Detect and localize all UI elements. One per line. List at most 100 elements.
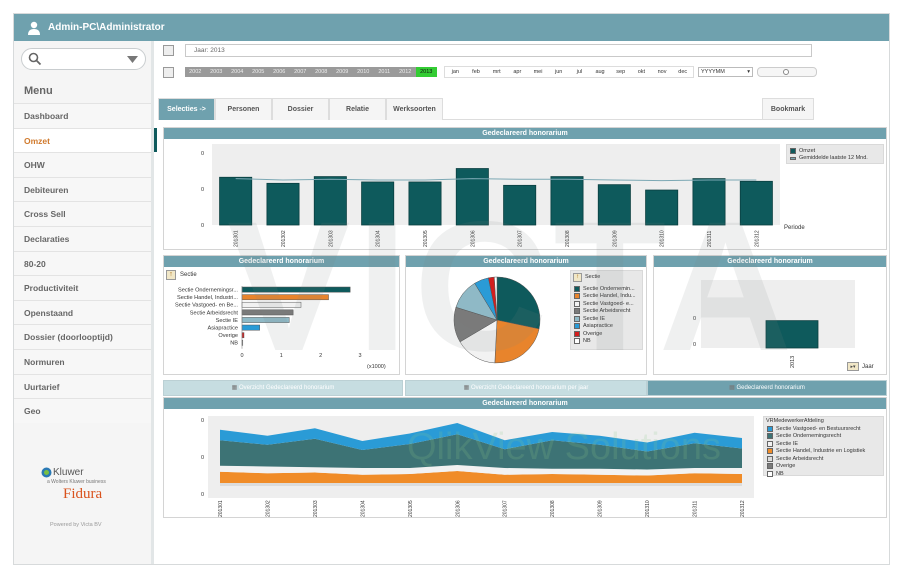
bar[interactable] [266,182,300,226]
bar[interactable] [241,286,351,293]
bar[interactable] [739,180,773,226]
menu-item-dossier-doorlooptijd[interactable]: Dossier (doorlooptijd) [14,324,151,349]
bar[interactable] [597,184,631,226]
month-button-mei[interactable]: mei [533,69,543,75]
bar[interactable] [408,181,442,226]
dimension-selector[interactable]: ↑ Sectie [166,270,197,280]
tab-werksoorten[interactable]: Werksoorten [386,98,443,120]
legend-item[interactable]: Sectie Ondernemin... [571,285,642,293]
bar[interactable] [361,181,395,226]
bar[interactable] [219,176,253,226]
bar[interactable] [765,320,819,349]
menu-item-openstaand[interactable]: Openstaand [14,299,151,325]
menu-item-declaraties[interactable]: Declaraties [14,225,151,251]
legend-item[interactable]: Sectie IE [571,315,642,323]
legend-item[interactable]: Sectie Arbeidsrecht [571,308,642,316]
menu-item-normuren[interactable]: Normuren [14,348,151,374]
year-button-2012[interactable]: 2012 [395,67,416,77]
yyyymm-dropdown[interactable]: YYYYMM ▾ [698,67,753,77]
bar[interactable] [550,176,584,226]
subtab-2[interactable]: ▦ Overzicht Gedeclareerd honorarium per … [405,380,647,396]
bar[interactable] [241,301,302,308]
month-button-sep[interactable]: sep [616,69,626,75]
menu-item-ohw[interactable]: OHW [14,152,151,177]
legend-item[interactable]: Overige [764,463,883,471]
year-button-2010[interactable]: 2010 [353,67,374,77]
legend-item[interactable]: Asiapractice [571,323,642,331]
jaar-selector[interactable]: ▸▾ Jaar [847,362,874,371]
year-button-2002[interactable]: 2002 [185,67,206,77]
month-button-aug[interactable]: aug [595,69,605,75]
legend-item[interactable]: Sectie Vastgoed- en Bestuursrecht [764,425,883,433]
menu-item-productiviteit[interactable]: Productiviteit [14,275,151,300]
month-button-dec[interactable]: dec [678,69,688,75]
year-button-2004[interactable]: 2004 [227,67,248,77]
legend-item[interactable]: Sectie Vastgoed- e... [571,300,642,308]
search-box[interactable] [21,48,146,70]
legend-item[interactable]: NB [571,338,642,346]
pie-slice[interactable] [494,276,498,321]
year-current-selection[interactable]: Jaar: 2013 [185,44,812,57]
bar[interactable] [241,294,329,301]
year-button-2008[interactable]: 2008 [311,67,332,77]
menu-item-uurtarief[interactable]: Uurtarief [14,373,151,399]
legend-item[interactable]: Overige [571,330,642,338]
bookmark-tab[interactable]: Bookmark [762,98,814,120]
bar[interactable] [692,178,726,226]
legend-item[interactable]: Sectie Ondernemingsrecht [764,433,883,441]
tab-selecties[interactable]: Selecties -> [158,98,215,120]
calendar-icon[interactable] [163,45,174,56]
calendar-icon[interactable] [163,67,174,78]
menu-item-dashboard[interactable]: Dashboard [14,103,151,128]
slider-handle[interactable] [783,69,789,75]
pie-slice[interactable] [496,276,541,330]
year-button-2013[interactable]: 2013 [416,67,437,77]
area-series[interactable] [220,471,742,483]
month-button-jul[interactable]: jul [576,69,583,75]
year-button-2006[interactable]: 2006 [269,67,290,77]
chart-title: Gedeclareerd honorarium [164,398,886,409]
month-button-jun[interactable]: jun [555,69,563,75]
bar[interactable] [503,184,537,226]
month-button-nov[interactable]: nov [657,69,667,75]
month-button-mrt[interactable]: mrt [492,69,501,75]
legend-item[interactable]: Sectie IE [764,440,883,448]
year-button-2009[interactable]: 2009 [332,67,353,77]
bar[interactable] [241,317,290,323]
month-button-feb[interactable]: feb [472,69,480,75]
bar[interactable] [455,168,489,226]
legend-item[interactable]: Sectie Handel, Industrie en Logistiek [764,448,883,456]
area-series[interactable] [220,483,742,486]
year-button-2003[interactable]: 2003 [206,67,227,77]
area-series[interactable] [220,423,742,452]
period-slider[interactable] [757,67,817,77]
legend-item[interactable]: Sectie Handel, Indu... [571,293,642,301]
area-series[interactable] [220,434,742,470]
tab-personen[interactable]: Personen [215,98,272,120]
bar[interactable] [313,176,347,226]
month-button-okt[interactable]: okt [637,69,646,75]
menu-item-80-20[interactable]: 80-20 [14,250,151,276]
year-button-2011[interactable]: 2011 [374,67,395,77]
tab-dossier[interactable]: Dossier [272,98,329,120]
subtab-1[interactable]: ▦ Overzicht Gedeclareerd honorarium [163,380,403,396]
bar[interactable] [241,309,294,316]
legend-item[interactable]: Sectie Arbeidsrecht [764,455,883,463]
dropdown-arrow-icon[interactable] [127,56,138,63]
subtab-3[interactable]: ▦ Gedeclareerd honorarium [647,380,887,396]
menu-item-cross-sell[interactable]: Cross Sell [14,201,151,226]
area-series[interactable] [220,465,742,476]
legend-header[interactable]: ↑ Sectie [573,272,642,282]
legend-item[interactable]: NB [764,470,883,478]
bar[interactable] [241,324,260,331]
month-button-apr[interactable]: apr [513,69,522,75]
pie-slice[interactable] [494,319,540,364]
month-button-jan[interactable]: jan [451,69,459,75]
menu-item-omzet[interactable]: Omzet [14,127,151,153]
year-button-2007[interactable]: 2007 [290,67,311,77]
year-button-2005[interactable]: 2005 [248,67,269,77]
menu-item-debiteuren[interactable]: Debiteuren [14,176,151,202]
bar[interactable] [645,189,679,226]
menu-item-geo[interactable]: Geo [14,398,151,423]
tab-relatie[interactable]: Relatie [329,98,386,120]
